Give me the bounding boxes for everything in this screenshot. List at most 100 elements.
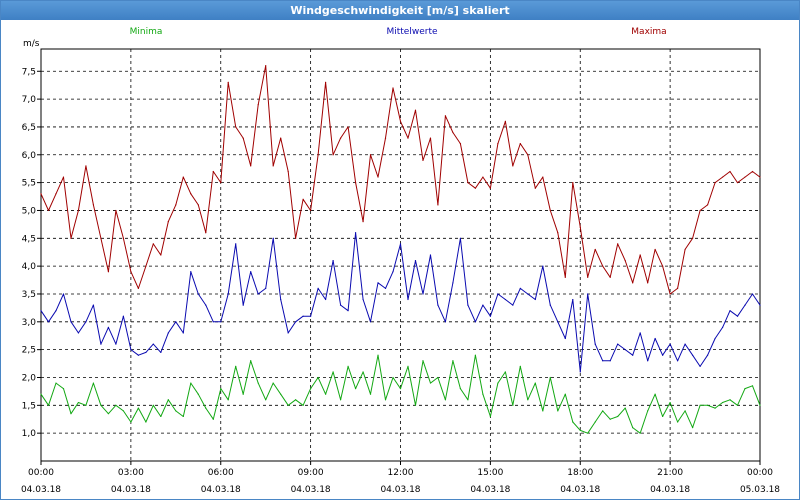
data-point-mittelwerte	[549, 304, 551, 306]
data-point-maxima	[444, 115, 447, 117]
data-point-maxima	[467, 182, 469, 184]
data-point-mittelwerte	[444, 321, 447, 323]
data-point-mittelwerte	[354, 232, 357, 234]
data-point-maxima	[407, 137, 409, 139]
data-point-mittelwerte	[632, 354, 634, 356]
data-point-maxima	[377, 176, 379, 178]
data-point-maxima	[137, 287, 139, 290]
data-point-mittelwerte	[152, 343, 154, 345]
data-point-mittelwerte	[497, 293, 499, 295]
data-point-maxima	[654, 248, 656, 251]
data-point-maxima	[542, 176, 544, 178]
data-point-minima	[482, 393, 484, 395]
data-point-minima	[272, 382, 274, 384]
data-point-minima	[572, 421, 574, 423]
data-point-minima	[744, 388, 746, 390]
data-point-maxima	[392, 87, 394, 89]
data-point-mittelwerte	[564, 337, 566, 340]
data-point-maxima	[257, 104, 259, 106]
data-point-minima	[115, 404, 117, 406]
data-point-mittelwerte	[325, 298, 327, 301]
data-point-mittelwerte	[422, 293, 424, 295]
data-point-minima	[369, 393, 372, 395]
data-point-maxima	[736, 182, 739, 184]
data-point-mittelwerte	[77, 332, 80, 334]
data-point-minima	[302, 404, 304, 406]
data-point-minima	[609, 418, 611, 420]
data-point-maxima	[706, 204, 709, 206]
data-point-mittelwerte	[55, 310, 57, 312]
data-point-minima	[549, 376, 551, 379]
data-point-mittelwerte	[167, 332, 169, 334]
data-point-minima	[137, 407, 139, 409]
data-point-mittelwerte	[227, 293, 229, 295]
y-tick-label: 4,5	[22, 234, 36, 244]
legend-label-maxima: Maxima	[631, 27, 666, 37]
data-point-mittelwerte	[212, 321, 214, 323]
data-point-mittelwerte	[107, 326, 110, 328]
x-tick-time-label: 09:00	[298, 468, 324, 478]
data-point-mittelwerte	[115, 343, 117, 345]
data-point-mittelwerte	[205, 304, 207, 306]
data-point-maxima	[354, 182, 357, 184]
data-point-mittelwerte	[100, 343, 102, 345]
data-point-mittelwerte	[62, 293, 65, 295]
x-tick-date-label: 04.03.18	[470, 485, 510, 495]
data-point-mittelwerte	[684, 343, 686, 345]
window-title: Windgeschwindigkeit [m/s] skaliert	[1, 1, 799, 20]
data-point-maxima	[677, 287, 679, 290]
data-point-mittelwerte	[392, 271, 394, 273]
data-point-minima	[699, 404, 701, 406]
data-point-minima	[47, 404, 50, 406]
data-point-maxima	[310, 209, 312, 212]
data-point-mittelwerte	[190, 271, 192, 273]
data-point-mittelwerte	[175, 321, 177, 323]
data-point-mittelwerte	[467, 304, 469, 306]
data-point-maxima	[272, 165, 274, 167]
data-point-minima	[729, 399, 731, 401]
data-point-minima	[691, 426, 694, 429]
data-point-mittelwerte	[474, 321, 476, 323]
x-tick-time-label: 15:00	[477, 468, 503, 478]
data-point-mittelwerte	[452, 282, 454, 284]
data-point-minima	[564, 393, 566, 395]
data-point-mittelwerte	[347, 310, 349, 312]
data-point-maxima	[549, 209, 551, 212]
data-point-mittelwerte	[699, 365, 701, 367]
data-point-mittelwerte	[534, 298, 536, 301]
data-point-minima	[145, 421, 147, 423]
data-point-minima	[587, 432, 589, 434]
data-point-minima	[227, 399, 229, 401]
data-point-maxima	[429, 137, 432, 139]
data-point-mittelwerte	[332, 259, 334, 262]
data-point-minima	[152, 404, 154, 406]
data-point-maxima	[325, 81, 327, 84]
data-point-maxima	[62, 176, 65, 178]
data-point-mittelwerte	[407, 298, 409, 301]
data-point-maxima	[474, 187, 476, 189]
data-point-mittelwerte	[197, 293, 199, 295]
data-point-mittelwerte	[220, 321, 222, 323]
data-point-maxima	[160, 254, 162, 256]
data-point-mittelwerte	[40, 310, 42, 312]
x-tick-date-label: 05.03.18	[740, 485, 780, 495]
x-tick-date-label: 04.03.18	[111, 485, 151, 495]
data-point-mittelwerte	[759, 304, 761, 306]
data-point-minima	[684, 410, 686, 412]
data-point-minima	[339, 399, 342, 401]
data-point-maxima	[362, 220, 364, 223]
data-point-mittelwerte	[594, 343, 596, 345]
data-point-minima	[392, 376, 394, 379]
data-point-maxima	[437, 204, 439, 206]
y-tick-label: 3,0	[22, 318, 37, 328]
data-point-maxima	[235, 126, 237, 128]
data-point-mittelwerte	[706, 354, 709, 356]
data-point-maxima	[482, 176, 484, 178]
data-point-minima	[287, 404, 289, 406]
data-point-mittelwerte	[691, 354, 694, 356]
x-tick-time-label: 21:00	[657, 468, 683, 478]
data-point-minima	[512, 404, 514, 406]
data-point-mittelwerte	[602, 360, 604, 362]
data-point-maxima	[280, 137, 282, 139]
data-point-minima	[55, 382, 57, 384]
